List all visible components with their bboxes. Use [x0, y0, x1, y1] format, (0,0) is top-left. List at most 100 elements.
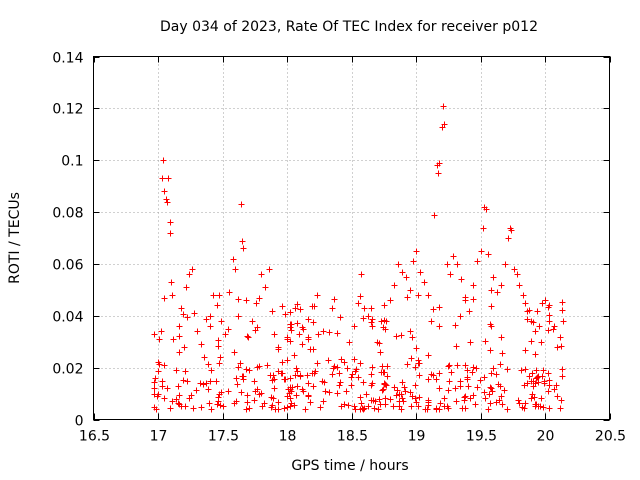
data-point	[457, 378, 464, 385]
data-point	[254, 324, 261, 331]
data-point	[237, 360, 244, 367]
data-point	[151, 404, 158, 411]
data-point	[374, 339, 381, 346]
data-point	[218, 389, 225, 396]
data-point	[254, 386, 261, 393]
data-point	[508, 227, 515, 234]
data-point	[155, 368, 162, 375]
data-point	[502, 261, 509, 268]
data-point	[425, 376, 432, 383]
data-point	[253, 300, 260, 307]
data-point	[497, 361, 504, 368]
data-point	[207, 378, 214, 385]
data-point	[384, 363, 391, 370]
data-point	[381, 381, 388, 388]
data-point	[164, 199, 171, 206]
data-point	[464, 376, 471, 383]
data-point	[287, 395, 294, 402]
data-point	[422, 406, 429, 413]
data-point	[326, 389, 333, 396]
data-point	[481, 374, 488, 381]
data-point	[425, 292, 432, 299]
data-point	[182, 403, 189, 410]
data-point	[518, 367, 525, 374]
data-point	[535, 379, 542, 386]
data-point	[198, 404, 205, 411]
data-point	[305, 316, 312, 323]
data-point	[314, 360, 321, 367]
data-point	[156, 336, 163, 343]
data-point	[320, 398, 327, 405]
data-point	[550, 326, 557, 333]
data-point	[329, 305, 336, 312]
data-point	[317, 404, 324, 411]
data-point	[258, 271, 265, 278]
data-point	[382, 326, 389, 333]
data-point	[182, 368, 189, 375]
data-point	[175, 383, 182, 390]
data-point	[545, 327, 552, 334]
data-point	[151, 331, 158, 338]
data-point	[334, 364, 341, 371]
tick-marks	[93, 56, 611, 421]
data-point	[294, 368, 301, 375]
data-point	[533, 375, 540, 382]
data-point	[307, 399, 314, 406]
data-point	[245, 334, 252, 341]
data-point	[467, 395, 474, 402]
data-point	[176, 349, 183, 356]
x-tick-label: 18.5	[337, 429, 368, 445]
data-point	[178, 305, 185, 312]
data-point	[294, 320, 301, 327]
data-point	[214, 401, 221, 408]
data-point	[180, 377, 187, 384]
data-point	[326, 329, 333, 336]
data-point	[526, 373, 533, 380]
gridlines	[93, 56, 610, 420]
data-point	[365, 313, 372, 320]
data-point	[553, 382, 560, 389]
data-point	[466, 308, 473, 315]
data-point	[381, 317, 388, 324]
data-point	[181, 344, 188, 351]
y-tick-label: 0.02	[52, 362, 83, 378]
data-point	[234, 381, 241, 388]
x-tick-label: 16.5	[79, 429, 110, 445]
data-point	[558, 343, 565, 350]
data-point	[360, 379, 367, 386]
data-point	[369, 323, 376, 330]
data-point	[557, 334, 564, 341]
data-point	[488, 370, 495, 377]
data-point	[294, 301, 301, 308]
data-point	[256, 363, 263, 370]
data-point	[266, 266, 273, 273]
data-point	[441, 121, 448, 128]
data-point	[501, 387, 508, 394]
data-point	[206, 400, 213, 407]
data-point	[538, 395, 545, 402]
data-point	[357, 394, 364, 401]
data-point	[205, 361, 212, 368]
data-point	[176, 392, 183, 399]
y-tick-label: 0.14	[52, 51, 83, 67]
data-point	[238, 389, 245, 396]
data-point	[408, 403, 415, 410]
data-point	[271, 331, 278, 338]
data-point	[284, 404, 291, 411]
data-point	[161, 395, 168, 402]
data-point	[407, 287, 414, 294]
data-point	[413, 345, 420, 352]
data-point	[413, 399, 420, 406]
data-point	[319, 378, 326, 385]
data-point	[213, 378, 220, 385]
data-point	[203, 316, 210, 323]
data-point	[488, 385, 495, 392]
data-point	[472, 401, 479, 408]
data-point	[297, 306, 304, 313]
data-point	[215, 337, 222, 344]
data-point	[412, 364, 419, 371]
data-point	[358, 400, 365, 407]
data-point	[495, 381, 502, 388]
data-point	[207, 313, 214, 320]
